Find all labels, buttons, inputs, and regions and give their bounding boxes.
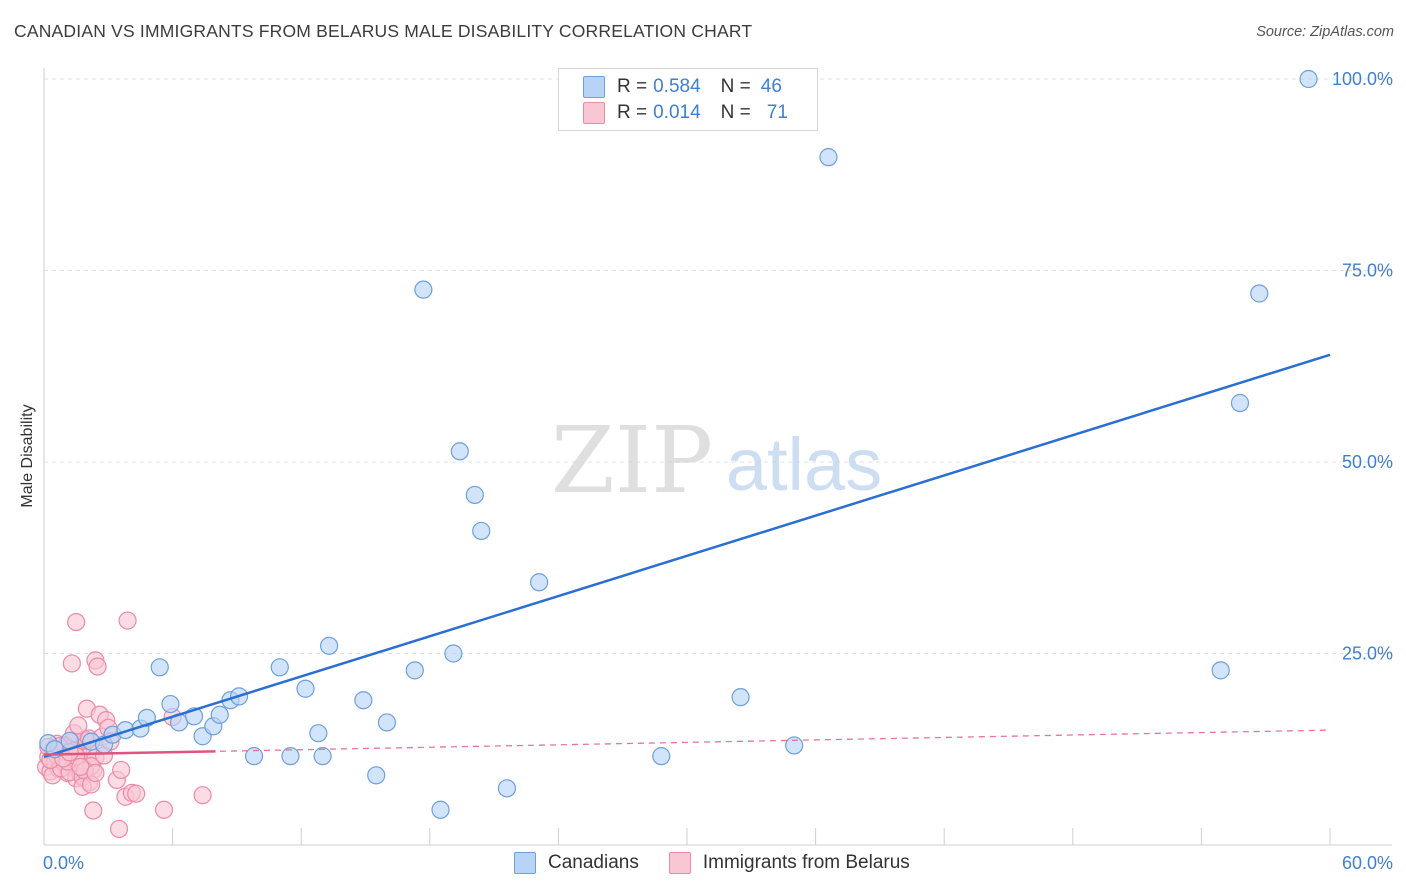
canadians-point-10 <box>161 694 180 714</box>
series-label-canadians: Canadians <box>548 852 639 873</box>
series-swatch-canadians <box>514 852 536 874</box>
canadians-point-41 <box>819 148 838 167</box>
canadians-point-23 <box>313 747 332 766</box>
legend-swatch-canadians <box>583 76 605 98</box>
belarus-point-50 <box>88 657 107 676</box>
belarus-point-59 <box>112 760 131 780</box>
canadians-point-29 <box>414 280 433 299</box>
series-legend: Canadians Immigrants from Belarus <box>514 852 940 874</box>
legend-n-value: 71 <box>766 102 788 123</box>
canadians-point-9 <box>150 658 169 677</box>
canadians-point-24 <box>319 636 339 655</box>
canadians-point-8 <box>137 708 156 727</box>
belarus-point-63 <box>127 784 146 803</box>
watermark-atlas: atlas <box>726 423 882 506</box>
canadians-point-15 <box>210 705 229 724</box>
legend-r-label: R = <box>617 102 648 123</box>
source-label: Source: ZipAtlas.com <box>1256 24 1394 40</box>
legend-r-value: 0.584 <box>653 76 701 97</box>
canadians-point-18 <box>244 747 264 766</box>
correlation-legend: R = 0.584 N = 46 R = 0.014 N = 71 <box>558 68 818 131</box>
belarus-trend-line <box>43 750 216 756</box>
y-tick-label-1: 50.0% <box>1342 452 1393 472</box>
belarus-point-40 <box>62 654 81 673</box>
canadians-point-31 <box>444 644 463 663</box>
legend-row-belarus: R = 0.014 N = 71 <box>583 100 788 126</box>
y-tick-label-2: 75.0% <box>1342 261 1393 281</box>
y-tick-label-0: 25.0% <box>1342 644 1393 664</box>
chart-title: CANADIAN VS IMMIGRANTS FROM BELARUS MALE… <box>14 21 753 41</box>
belarus-point-42 <box>67 612 86 632</box>
legend-n-label: N = <box>720 102 751 123</box>
trend-lines <box>43 353 1331 759</box>
legend-r-label: R = <box>617 76 648 97</box>
series-swatch-belarus <box>668 852 691 874</box>
canadians-point-20 <box>281 747 300 766</box>
grid-lines <box>44 78 1392 654</box>
legend-row-canadians: R = 0.584 N = 46 <box>583 74 782 100</box>
canadians-point-42 <box>1211 661 1230 680</box>
y-tick-label-3: 100.0% <box>1332 69 1393 89</box>
belarus-trend-line-dashed <box>43 729 1331 756</box>
canadians-point-22 <box>309 724 328 743</box>
legend-r-value: 0.014 <box>653 102 701 123</box>
x-tick-label-min: 0.0% <box>43 853 84 873</box>
canadians-point-39 <box>785 736 804 755</box>
belarus-point-69 <box>86 763 105 783</box>
canadians-point-35 <box>497 779 517 798</box>
watermark-zip: ZIP <box>551 407 713 514</box>
series-legend-canadians: Canadians <box>514 852 639 874</box>
belarus-point-61 <box>118 611 137 630</box>
canadians-point-44 <box>1250 284 1269 303</box>
axes <box>43 68 1392 846</box>
canadians-point-45 <box>1299 69 1318 89</box>
tick-labels: 25.0% 50.0% 75.0% 100.0% 0.0% 60.0% <box>43 69 1393 873</box>
canadians-point-30 <box>431 800 450 819</box>
belarus-point-48 <box>84 801 103 820</box>
series-legend-belarus: Immigrants from Belarus <box>668 852 910 874</box>
canadians-point-32 <box>450 442 469 461</box>
canadians-point-26 <box>367 766 386 785</box>
canadians-point-28 <box>405 661 424 680</box>
x-tick-label-max: 60.0% <box>1342 853 1393 873</box>
canadians-point-38 <box>731 688 750 707</box>
canadians-point-37 <box>652 747 671 766</box>
canadians-trend-line <box>43 353 1331 759</box>
canadians-point-21 <box>296 679 315 698</box>
belarus-point-58 <box>109 819 129 839</box>
canadians-point-43 <box>1230 393 1250 413</box>
legend-swatch-belarus <box>583 102 605 124</box>
series-label-belarus: Immigrants from Belarus <box>702 852 910 873</box>
canadians-point-33 <box>465 485 484 505</box>
legend-n-value: 46 <box>760 76 782 97</box>
belarus-point-66 <box>193 786 212 805</box>
canadians-point-34 <box>472 521 491 541</box>
canadians-point-27 <box>377 713 397 732</box>
canadians-point-36 <box>530 573 549 592</box>
canadians-point-19 <box>270 658 289 677</box>
legend-n-label: N = <box>720 76 751 97</box>
belarus-point-64 <box>154 800 174 819</box>
canadians-point-25 <box>354 691 373 710</box>
belarus-point-43 <box>69 716 88 735</box>
